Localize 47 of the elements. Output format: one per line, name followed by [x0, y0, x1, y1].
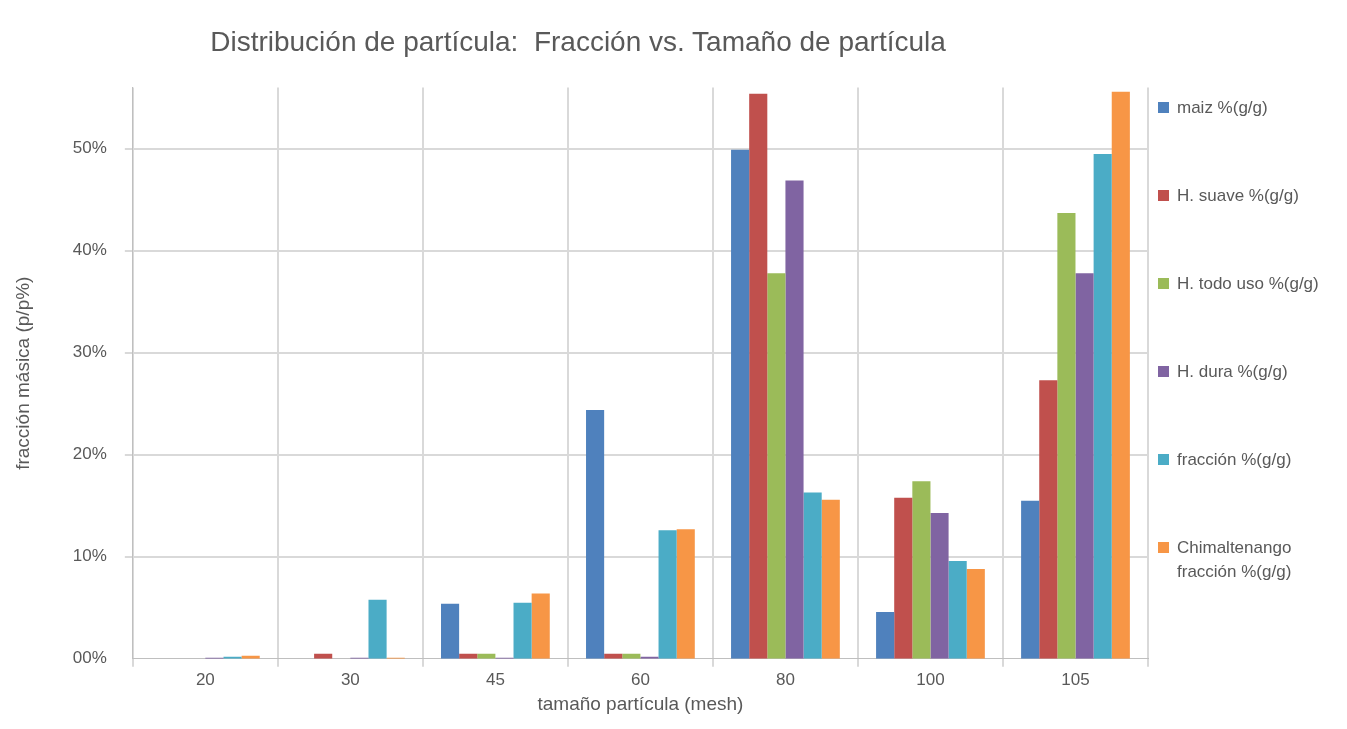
bar	[731, 149, 750, 659]
bar	[749, 93, 768, 659]
x-tick-label: 60	[630, 669, 650, 689]
y-axis-title: fracción másica (p/p%)	[11, 276, 33, 470]
bar	[531, 593, 550, 659]
bar	[1111, 91, 1130, 659]
bar	[912, 481, 931, 659]
bar	[876, 611, 895, 659]
legend-label: Chimaltenango fracción %(g/g)	[1177, 537, 1293, 583]
legend-label: H. todo uso %(g/g)	[1177, 273, 1319, 295]
x-tick-label: 45	[485, 669, 505, 689]
x-tick-label: 80	[775, 669, 795, 689]
bar	[676, 529, 695, 659]
legend-label: maiz %(g/g)	[1177, 97, 1268, 119]
bar	[894, 497, 913, 659]
x-tick-label: 105	[1061, 669, 1090, 689]
chart-title: Distribución de partícula: Fracción vs. Tamaño de partícula	[210, 25, 947, 57]
bar	[930, 512, 949, 659]
bar	[966, 569, 985, 659]
bar	[767, 273, 786, 659]
legend-label: fracción %(g/g)	[1177, 449, 1292, 471]
legend-label: H. suave %(g/g)	[1177, 185, 1299, 207]
bar	[441, 603, 460, 659]
bar	[1093, 153, 1112, 659]
y-tick-label: 30%	[72, 342, 107, 362]
bar	[1075, 273, 1094, 659]
y-tick-label: 10%	[72, 546, 107, 566]
x-axis-title: tamaño partícula (mesh)	[537, 692, 744, 714]
x-tick-label: 100	[916, 669, 945, 689]
bar	[785, 180, 804, 659]
bar	[658, 530, 677, 659]
x-tick-label: 30	[340, 669, 360, 689]
bar	[513, 602, 532, 659]
bar	[1039, 380, 1058, 659]
y-tick-label: 20%	[72, 444, 107, 464]
bar	[948, 560, 967, 659]
bar	[1057, 213, 1076, 659]
y-tick-label: 50%	[72, 138, 107, 158]
x-tick-label: 20	[195, 669, 215, 689]
bar	[821, 499, 840, 659]
y-tick-label: 00%	[72, 648, 107, 668]
y-tick-label: 40%	[72, 240, 107, 260]
legend-label: H. dura %(g/g)	[1177, 361, 1288, 383]
bar	[803, 492, 822, 659]
bar	[1021, 500, 1040, 659]
bar	[586, 409, 605, 659]
bar	[368, 599, 387, 659]
